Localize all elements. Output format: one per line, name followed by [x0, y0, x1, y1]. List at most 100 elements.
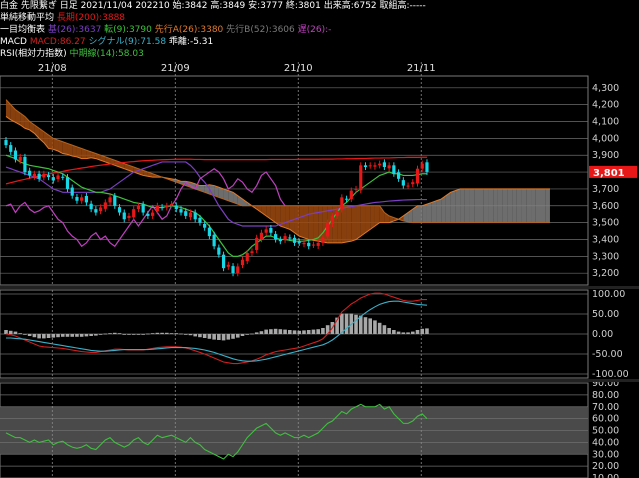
- macd-hist-bar-33: [160, 332, 164, 334]
- candle-80: [382, 162, 386, 168]
- macd-hist-bar-78: [373, 320, 377, 334]
- macd-hist-bar-71: [340, 313, 344, 334]
- macd-hist-bar-58: [278, 329, 283, 334]
- ma200-line: [5, 156, 427, 185]
- candle-83: [396, 172, 401, 179]
- y-tick-label-0-9: 3,400: [592, 234, 619, 245]
- candle-49: [236, 266, 240, 274]
- macd-hist-bar-44: [212, 334, 216, 340]
- macd-hist-bar-67: [321, 328, 325, 334]
- macd-hist-bar-76: [363, 317, 368, 334]
- cloud-segment-4: [24, 116, 30, 130]
- pane-0-bg: [0, 75, 589, 286]
- cloud-segment-44: [214, 185, 219, 198]
- candle-41: [198, 217, 202, 223]
- header-line-3: 一目均衡表 基(26):3637 転(9):3790 先行A(26):3380 …: [0, 25, 335, 35]
- chikou-line: [5, 167, 286, 248]
- candle-54: [259, 232, 264, 240]
- macd-hist-bar-1: [8, 330, 13, 334]
- cloud-segment-53: [256, 205, 262, 213]
- cloud-segment-109: [521, 188, 527, 223]
- macd-hist-bar-85: [406, 332, 410, 334]
- macd-hist-bar-56: [269, 329, 273, 334]
- macd-hist-bar-86: [410, 331, 415, 334]
- macd-hist-bar-28: [136, 334, 141, 335]
- macd-hist-bar-40: [193, 334, 197, 337]
- candle-58: [278, 239, 282, 242]
- cloud-segment-98: [469, 188, 475, 223]
- candle-77: [368, 165, 372, 167]
- y-tick-label-0-3: 4,000: [592, 133, 619, 144]
- y-tick-label-2-1: 80.00: [592, 390, 619, 401]
- candle-24: [117, 207, 122, 213]
- candle-10: [51, 177, 55, 181]
- price-marker-box: [589, 165, 637, 178]
- candle-33: [160, 207, 164, 209]
- macd-hist-bar-53: [254, 332, 259, 334]
- candle-76: [363, 165, 368, 168]
- cloud-segment-62: [299, 205, 304, 238]
- macd-hist-bar-0: [4, 330, 8, 334]
- candle-12: [61, 176, 65, 178]
- macd-hist-bar-34: [165, 332, 169, 334]
- candle-59: [283, 236, 287, 240]
- cloud-segment-9: [48, 134, 54, 150]
- candle-11: [56, 175, 60, 180]
- cloud-segment-111: [531, 188, 536, 223]
- macd-hist-bar-25: [122, 334, 127, 335]
- y-tick-label-2-8: 10.00: [592, 473, 619, 478]
- tenkan-line: [5, 154, 427, 257]
- candle-16: [80, 197, 84, 201]
- macd-hist-bar-9: [46, 334, 51, 338]
- candle-81: [387, 165, 391, 169]
- cloud-segment-63: [303, 205, 309, 240]
- macd-hist-bar-89: [425, 328, 429, 334]
- candle-32: [155, 205, 159, 212]
- cloud-segment-89: [426, 202, 432, 223]
- cloud-segment-88: [422, 204, 427, 223]
- cloud-segment-75: [360, 205, 366, 237]
- macd-hist-bar-70: [335, 317, 339, 334]
- candle-13: [65, 177, 70, 189]
- cloud-segment-94: [450, 190, 456, 223]
- cloud-segment-57: [275, 205, 281, 227]
- x-tick-label-0: 21/08: [38, 63, 67, 74]
- macd-hist-bar-88: [420, 328, 425, 334]
- header-line-1: 白金 先限繋ぎ 日足 2021/11/04 202210 始:3842 高:38…: [0, 1, 426, 11]
- macd-hist-bar-42: [202, 334, 207, 338]
- cloud-segment-36: [176, 179, 182, 184]
- macd-hist-bar-48: [231, 334, 235, 339]
- candle-53: [255, 237, 259, 250]
- x-tick-label-3: 21/11: [407, 63, 436, 74]
- candle-40: [193, 212, 197, 220]
- cloud-segment-11: [58, 140, 63, 154]
- cloud-segment-58: [280, 205, 286, 228]
- cloud-segment-16: [81, 148, 87, 159]
- macd-hist-bar-57: [273, 328, 278, 334]
- candle-57: [274, 234, 278, 240]
- cloud-segment-90: [431, 200, 437, 223]
- candle-47: [226, 264, 230, 267]
- macd-hist-bar-60: [288, 330, 292, 334]
- x-tick-label-1: 21/09: [161, 63, 190, 74]
- macd-hist-bar-31: [150, 333, 155, 334]
- cloud-segment-61: [294, 205, 300, 237]
- cloud-segment-102: [488, 188, 494, 223]
- cloud-segment-99: [474, 188, 479, 223]
- cloud-segment-97: [464, 188, 470, 223]
- macd-hist-bar-29: [141, 334, 145, 335]
- cloud-segment-91: [436, 199, 442, 223]
- cloud-segment-71: [341, 205, 347, 243]
- candle-42: [203, 223, 207, 228]
- macd-hist-bar-41: [198, 334, 202, 338]
- cloud-segment-64: [308, 205, 314, 241]
- macd-hist-bar-80: [382, 325, 387, 334]
- macd-hist-bar-75: [358, 315, 363, 334]
- cloud-segment-8: [43, 131, 49, 149]
- cloud-segment-101: [483, 188, 489, 223]
- macd-hist-bar-4: [23, 334, 27, 335]
- cloud-segment-30: [147, 172, 153, 178]
- macd-hist-bar-20: [98, 334, 103, 335]
- candle-6: [32, 173, 36, 177]
- macd-hist-bar-35: [169, 333, 174, 334]
